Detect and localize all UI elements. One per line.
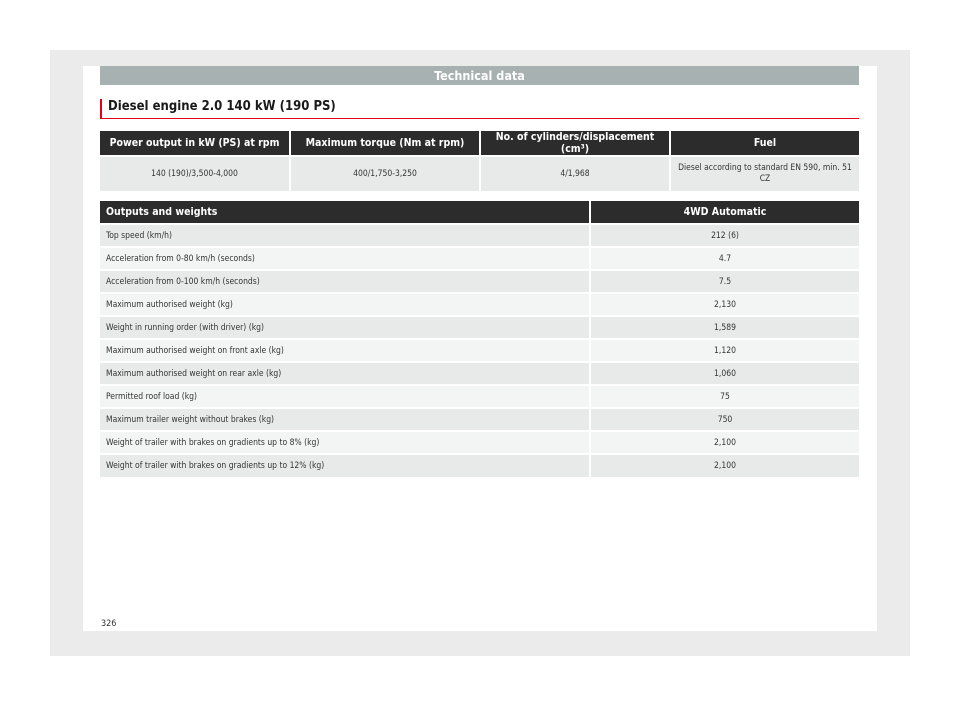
row-value: 1,589 [590,315,859,339]
row-label: Weight of trailer with brakes on gradien… [100,453,591,477]
weights-table: Outputs and weights 4WD Automatic Top sp… [100,201,859,477]
row-value: 1,060 [590,361,859,385]
engine-heading: Diesel engine 2.0 140 kW (190 PS) [100,99,859,119]
row-value: 212 (6) [590,223,859,247]
table-row: Maximum authorised weight on rear axle (… [100,361,859,385]
header-power-output: Power output in kW (PS) at rpm [100,131,291,156]
table-row: Maximum authorised weight on front axle … [100,338,859,362]
weights-table-header-row: Outputs and weights 4WD Automatic [100,201,859,224]
table-row: Weight of trailer with brakes on gradien… [100,430,859,454]
row-value: 1,120 [590,338,859,362]
header-cylinders-displacement: No. of cylinders/displacement (cm³) [480,131,671,156]
cell-power-output: 140 (190)/3,500-4,000 [100,155,291,191]
cell-fuel: Diesel according to standard EN 590, min… [670,155,859,191]
header-fuel: Fuel [670,131,859,156]
section-title-bar: Technical data [100,66,859,85]
table-row: Weight in running order (with driver) (k… [100,315,859,339]
row-label: Maximum authorised weight (kg) [100,292,591,316]
row-value: 2,130 [590,292,859,316]
page-number: 326 [101,619,117,629]
row-value: 7.5 [590,269,859,293]
row-label: Acceleration from 0-80 km/h (seconds) [100,246,591,270]
table-row: Maximum trailer weight without brakes (k… [100,407,859,431]
row-value: 2,100 [590,453,859,477]
engine-table: Power output in kW (PS) at rpm Maximum t… [100,131,859,191]
table-row: Top speed (km/h) 212 (6) [100,223,859,247]
table-row: Acceleration from 0-100 km/h (seconds) 7… [100,269,859,293]
cell-max-torque: 400/1,750-3,250 [290,155,481,191]
row-label: Maximum trailer weight without brakes (k… [100,407,591,431]
row-label: Weight in running order (with driver) (k… [100,315,591,339]
row-label: Maximum authorised weight on rear axle (… [100,361,591,385]
header-outputs-weights: Outputs and weights [100,201,591,224]
table-row: Acceleration from 0-80 km/h (seconds) 4.… [100,246,859,270]
row-label: Weight of trailer with brakes on gradien… [100,430,591,454]
row-label: Acceleration from 0-100 km/h (seconds) [100,269,591,293]
header-max-torque: Maximum torque (Nm at rpm) [290,131,481,156]
table-row: Permitted roof load (kg) 75 [100,384,859,408]
row-label: Top speed (km/h) [100,223,591,247]
row-value: 2,100 [590,430,859,454]
header-4wd-automatic: 4WD Automatic [590,201,859,224]
row-label: Maximum authorised weight on front axle … [100,338,591,362]
row-value: 750 [590,407,859,431]
row-value: 75 [590,384,859,408]
table-row: Maximum authorised weight (kg) 2,130 [100,292,859,316]
cell-cylinders-displacement: 4/1,968 [480,155,671,191]
engine-table-row: 140 (190)/3,500-4,000 400/1,750-3,250 4/… [100,155,859,191]
engine-heading-text: Diesel engine 2.0 140 kW (190 PS) [108,99,336,114]
table-row: Weight of trailer with brakes on gradien… [100,453,859,477]
row-value: 4.7 [590,246,859,270]
row-label: Permitted roof load (kg) [100,384,591,408]
engine-table-header-row: Power output in kW (PS) at rpm Maximum t… [100,131,859,156]
